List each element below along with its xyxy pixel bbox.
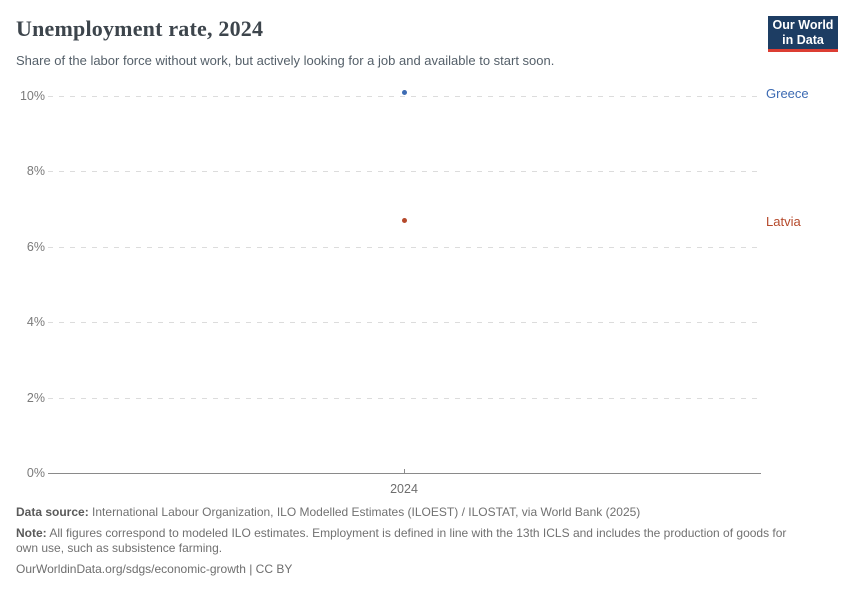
y-axis-tick-label: 6% (26, 239, 45, 254)
gridline-6% (48, 246, 763, 248)
note-text: All figures correspond to modeled ILO es… (16, 525, 787, 556)
x-axis-tick (404, 469, 405, 473)
chart-subtitle: Share of the labor force without work, b… (16, 53, 555, 68)
license-line[interactable]: OurWorldinData.org/sdgs/economic-growth … (16, 561, 293, 576)
x-axis-tick-label: 2024 (390, 482, 418, 496)
gridline-10% (48, 96, 763, 97)
y-axis-tick-label: 10% (19, 89, 45, 103)
gridline-8% (48, 171, 763, 173)
entity-label-latvia[interactable]: Latvia (766, 214, 801, 230)
entity-label-greece[interactable]: Greece (766, 86, 809, 102)
data-source-text: International Labour Organization, ILO M… (92, 505, 641, 519)
data-point-latvia[interactable] (402, 217, 407, 223)
owid-logo-text: Our World in Data (772, 17, 834, 47)
data-source-label: Data source: (16, 505, 89, 519)
chart-footer: Data source: International Labour Organi… (16, 505, 798, 577)
gridline-4% (48, 322, 763, 324)
chart-title: Unemployment rate, 2024 (16, 16, 264, 41)
y-axis-tick-label: 8% (26, 164, 45, 179)
note-line: Note: All figures correspond to modeled … (16, 526, 798, 557)
gridline-2% (48, 397, 763, 399)
owid-logo[interactable]: Our World in Data (768, 16, 838, 52)
y-axis-tick-label: 2% (26, 390, 45, 405)
y-axis-tick-label: 0% (26, 466, 45, 480)
y-axis-tick-label: 4% (26, 315, 45, 330)
x-axis-line (48, 473, 761, 474)
note-label: Note: (16, 525, 47, 540)
data-point-greece[interactable] (402, 89, 407, 95)
data-source-line: Data source: International Labour Organi… (16, 505, 798, 521)
